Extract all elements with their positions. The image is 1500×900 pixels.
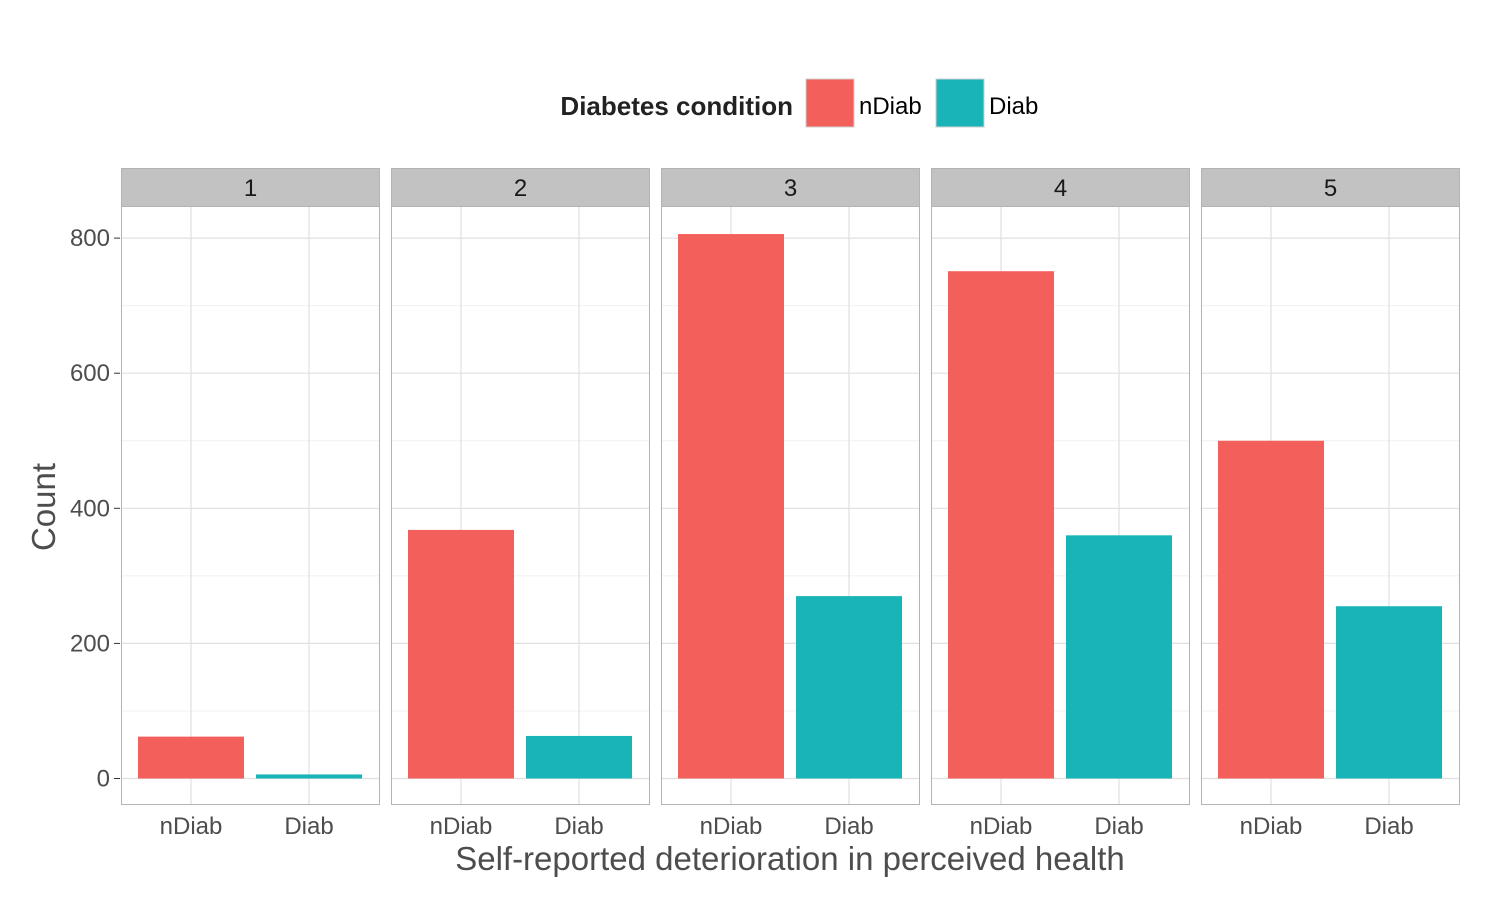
panel-border xyxy=(661,206,920,805)
bar-ndiab-facet-4 xyxy=(948,271,1054,779)
y-axis: 0 200 400 600 800 xyxy=(70,225,120,793)
y-tick-label: 400 xyxy=(70,495,110,522)
bar-diab-facet-4 xyxy=(1066,535,1172,779)
y-tick-label: 600 xyxy=(70,360,110,387)
facet-panel-1: 1 nDiab Diab xyxy=(121,168,380,840)
facet-strip xyxy=(1201,168,1460,207)
bar-diab-facet-5 xyxy=(1336,606,1442,779)
bar-diab-facet-2 xyxy=(526,735,632,779)
facet-panel-3: 3 nDiab Diab xyxy=(661,168,920,840)
legend-title: Diabetes condition xyxy=(560,91,793,121)
legend: Diabetes condition nDiab Diab xyxy=(560,78,1038,128)
panel-border xyxy=(931,206,1190,805)
x-tick-label: nDiab xyxy=(160,813,223,840)
facet-strip-label: 2 xyxy=(514,175,527,202)
x-axis-title: Self-reported deterioration in perceived… xyxy=(455,840,1125,877)
panel-border xyxy=(121,206,380,805)
bar-diab-facet-1 xyxy=(256,774,362,779)
bar-ndiab-facet-3 xyxy=(678,234,784,779)
facet-strip-label: 5 xyxy=(1324,175,1337,202)
facet-strip xyxy=(391,168,650,207)
panel-border xyxy=(1201,206,1460,805)
x-tick-label: Diab xyxy=(1364,813,1413,840)
facet-panel-4: 4 nDiab Diab xyxy=(931,168,1190,840)
legend-key-ndiab xyxy=(805,78,855,128)
legend-label-ndiab: nDiab xyxy=(859,93,922,120)
x-tick-label: nDiab xyxy=(700,813,763,840)
x-tick-label: Diab xyxy=(1094,813,1143,840)
legend-label-diab: Diab xyxy=(989,93,1038,120)
facet-strip xyxy=(121,168,380,207)
panel-border xyxy=(391,206,650,805)
x-tick-label: nDiab xyxy=(970,813,1033,840)
x-tick-label: nDiab xyxy=(430,813,493,840)
panel-background xyxy=(121,206,380,805)
y-tick-label: 0 xyxy=(97,766,110,793)
legend-key-diab xyxy=(935,78,985,128)
bar-ndiab-facet-5 xyxy=(1218,440,1324,779)
y-axis-title: Count xyxy=(25,463,62,551)
bar-ndiab-facet-1 xyxy=(138,736,244,779)
facet-strip-label: 4 xyxy=(1054,175,1067,202)
x-tick-label: Diab xyxy=(824,813,873,840)
y-tick-label: 800 xyxy=(70,225,110,252)
facet-panels: 1 nDiab Diab 2 nDiab Diab 3 nDiab Diab 4 nDiab Diab… xyxy=(121,168,1460,840)
x-tick-label: Diab xyxy=(284,813,333,840)
legend-entries: nDiab Diab xyxy=(805,78,1038,128)
x-tick-label: nDiab xyxy=(1240,813,1303,840)
x-tick-label: Diab xyxy=(554,813,603,840)
facet-strip xyxy=(661,168,920,207)
bar-diab-facet-3 xyxy=(796,596,902,779)
facet-panel-2: 2 nDiab Diab xyxy=(391,168,650,840)
y-tick-label: 200 xyxy=(70,630,110,657)
facet-strip-label: 3 xyxy=(784,175,797,202)
bar-ndiab-facet-2 xyxy=(408,529,514,779)
facet-strip-label: 1 xyxy=(244,175,257,202)
facet-panel-5: 5 nDiab Diab xyxy=(1201,168,1460,840)
